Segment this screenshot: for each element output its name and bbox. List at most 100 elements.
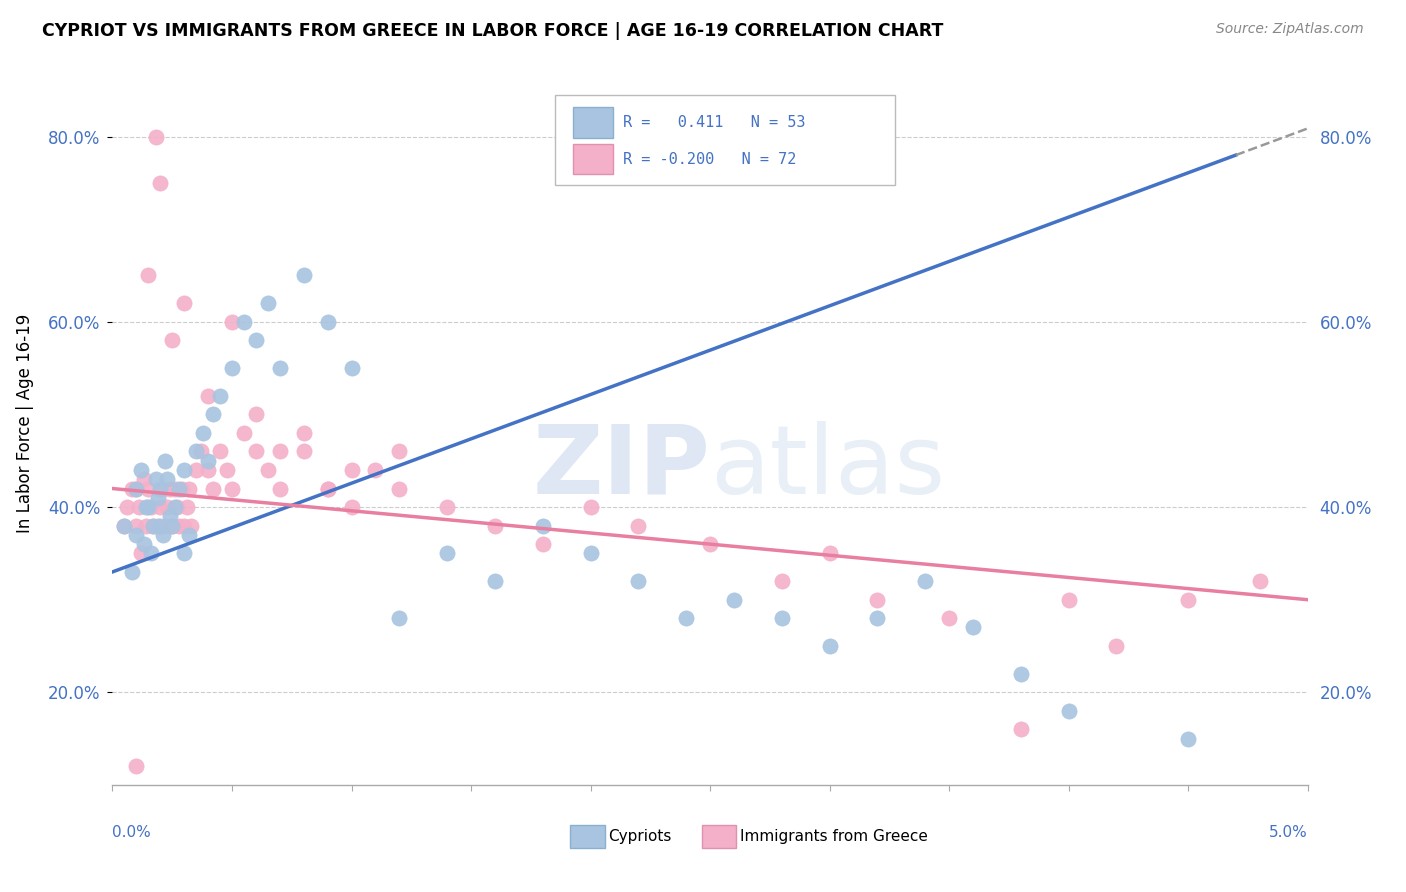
Point (257, 296, 280, 310)
Point (221, 315, 243, 329)
Point (914, 574, 936, 589)
Text: 5.0%: 5.0% (1268, 825, 1308, 839)
Point (257, 463, 280, 477)
Point (675, 611, 697, 625)
Point (159, 509, 181, 524)
Point (1057, 704, 1080, 718)
Point (146, 518, 169, 533)
Point (149, 518, 172, 533)
Point (245, 408, 267, 422)
Point (197, 454, 219, 468)
Point (190, 444, 212, 458)
Point (146, 491, 169, 505)
Point (866, 592, 889, 607)
Point (818, 639, 841, 653)
Point (316, 482, 339, 496)
Point (173, 518, 195, 533)
Point (388, 444, 411, 458)
Point (142, 518, 165, 533)
Point (173, 463, 195, 477)
Point (173, 296, 195, 310)
Point (138, 482, 160, 496)
Point (316, 482, 339, 496)
Point (177, 482, 200, 496)
Point (340, 361, 363, 376)
Point (201, 408, 224, 422)
Point (159, 482, 181, 496)
FancyBboxPatch shape (572, 145, 613, 175)
Point (292, 425, 315, 440)
Point (938, 611, 960, 625)
Point (149, 176, 172, 190)
Point (217, 463, 239, 477)
Point (209, 444, 232, 458)
Point (125, 482, 148, 496)
Point (132, 537, 155, 551)
Point (723, 592, 745, 607)
Point (115, 500, 138, 514)
Point (128, 500, 150, 514)
Point (209, 389, 232, 403)
Point (177, 528, 200, 542)
Point (340, 463, 363, 477)
Point (163, 482, 186, 496)
Point (292, 444, 315, 458)
Point (152, 482, 174, 496)
Point (197, 463, 219, 477)
FancyBboxPatch shape (571, 825, 605, 847)
FancyBboxPatch shape (554, 95, 896, 186)
Point (1177, 731, 1199, 746)
Point (484, 518, 506, 533)
Point (201, 482, 224, 496)
Point (579, 500, 602, 514)
Point (166, 500, 188, 514)
Point (221, 482, 243, 496)
Point (121, 565, 143, 579)
Point (627, 518, 650, 533)
Point (114, 518, 135, 533)
Point (169, 518, 191, 533)
Point (269, 482, 291, 496)
Point (169, 482, 191, 496)
Point (436, 546, 458, 560)
Point (173, 546, 195, 560)
Point (125, 528, 148, 542)
Point (962, 620, 984, 634)
Point (152, 528, 174, 542)
Text: Source: ZipAtlas.com: Source: ZipAtlas.com (1216, 22, 1364, 37)
Point (233, 315, 256, 329)
Point (484, 574, 506, 589)
Point (233, 425, 256, 440)
Point (1010, 666, 1032, 681)
Point (627, 574, 650, 589)
Point (125, 518, 148, 533)
Point (292, 268, 315, 283)
Text: Immigrants from Greece: Immigrants from Greece (740, 829, 928, 844)
Text: Cypriots: Cypriots (609, 829, 672, 844)
Point (138, 268, 160, 283)
Point (129, 546, 152, 560)
Point (170, 482, 193, 496)
Point (162, 518, 183, 533)
Point (1177, 592, 1199, 607)
FancyBboxPatch shape (702, 825, 737, 847)
Point (866, 611, 889, 625)
Text: CYPRIOT VS IMMIGRANTS FROM GREECE IN LABOR FORCE | AGE 16-19 CORRELATION CHART: CYPRIOT VS IMMIGRANTS FROM GREECE IN LAB… (42, 22, 943, 40)
Text: R = -0.200   N = 72: R = -0.200 N = 72 (623, 152, 796, 167)
Point (388, 611, 411, 625)
Point (125, 482, 148, 496)
Point (531, 537, 554, 551)
Point (149, 482, 172, 496)
Point (770, 611, 793, 625)
Point (135, 518, 157, 533)
Point (186, 444, 208, 458)
Point (1057, 592, 1080, 607)
Point (818, 546, 841, 560)
Text: 0.0%: 0.0% (112, 825, 152, 839)
Text: atlas: atlas (710, 420, 945, 514)
Point (129, 463, 152, 477)
Point (176, 500, 198, 514)
Point (180, 518, 202, 533)
Point (142, 518, 165, 533)
Text: R =   0.411   N = 53: R = 0.411 N = 53 (623, 115, 806, 130)
